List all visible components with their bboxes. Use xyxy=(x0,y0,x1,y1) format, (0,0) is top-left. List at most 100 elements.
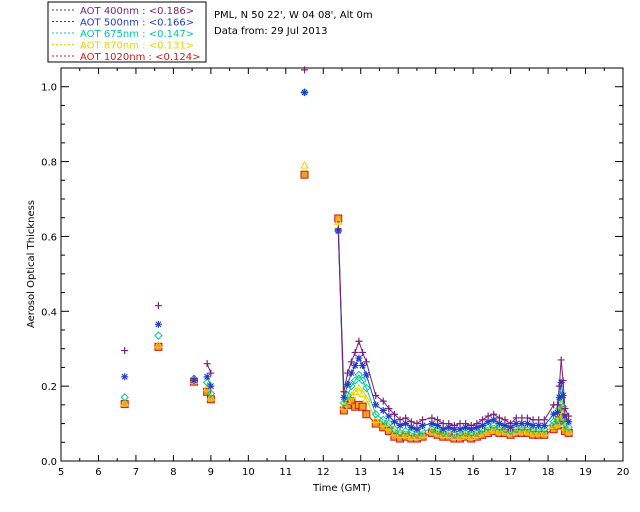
data-point xyxy=(439,425,447,433)
data-point xyxy=(333,216,343,225)
data-point xyxy=(154,320,162,328)
x-tick-label: 10 xyxy=(242,467,255,478)
data-point xyxy=(557,378,565,386)
data-point xyxy=(523,420,531,428)
y-tick-label: 0.4 xyxy=(41,307,57,318)
data-point xyxy=(444,428,453,438)
x-axis: 5 6 7 8 9 10 11 12 13 14 15 16 17 18 19 20 xyxy=(58,68,629,478)
series-line xyxy=(337,230,570,430)
data-point xyxy=(564,423,573,432)
y-axis-title: Aerosol Optical Thickness xyxy=(26,200,37,328)
data-point xyxy=(540,421,548,429)
data-point xyxy=(334,225,342,233)
data-point xyxy=(300,170,309,179)
data-point xyxy=(434,416,442,424)
data-point xyxy=(455,432,465,440)
data-point xyxy=(384,419,394,428)
data-point xyxy=(523,426,532,435)
data-point xyxy=(385,412,393,420)
data-point xyxy=(390,410,398,418)
data-point xyxy=(300,88,309,97)
data-point xyxy=(462,423,470,431)
legend-entry: AOT 500nm : <0.166> xyxy=(80,18,194,29)
data-point xyxy=(540,416,548,424)
data-point xyxy=(564,426,574,435)
data-point xyxy=(489,421,498,430)
data-point xyxy=(561,405,569,413)
data-point xyxy=(561,412,569,420)
data-point xyxy=(343,396,352,405)
data-point xyxy=(351,348,359,356)
data-point xyxy=(501,416,509,424)
data-point xyxy=(433,426,442,436)
data-point xyxy=(490,410,498,418)
data-point xyxy=(385,405,393,413)
data-point xyxy=(202,378,212,387)
data-point xyxy=(418,426,427,436)
data-point xyxy=(507,423,515,431)
data-point xyxy=(473,423,481,431)
data-point xyxy=(467,421,475,429)
data-point xyxy=(354,370,364,380)
data-point xyxy=(565,412,573,420)
data-point xyxy=(419,421,427,429)
y-tick-label: 0.6 xyxy=(41,232,57,243)
data-point xyxy=(371,410,380,419)
x-tick-label: 9 xyxy=(208,467,214,478)
legend: AOT 400nm : <0.186>AOT 500nm : <0.166>AO… xyxy=(47,1,207,63)
data-point xyxy=(489,424,499,433)
legend-entry: AOT 400nm : <0.186> xyxy=(80,6,194,17)
data-point xyxy=(347,358,355,366)
data-point xyxy=(529,421,537,429)
x-axis-title: Time (GMT) xyxy=(312,483,371,494)
y-axis: 0.0 0.2 0.4 0.6 0.8 1.0 xyxy=(41,67,623,468)
data-point xyxy=(362,371,370,379)
data-point xyxy=(413,420,421,428)
data-point xyxy=(121,347,129,355)
data-point xyxy=(362,358,370,366)
data-point xyxy=(418,430,427,439)
series-markers-1 xyxy=(121,88,573,433)
data-point xyxy=(512,420,520,428)
data-point xyxy=(517,426,527,435)
data-point xyxy=(407,423,415,431)
data-point xyxy=(413,425,421,433)
series-2 xyxy=(206,230,570,436)
data-point xyxy=(379,397,387,405)
data-point xyxy=(456,425,464,433)
data-point xyxy=(355,354,363,362)
data-point xyxy=(379,406,387,414)
data-point xyxy=(478,428,487,437)
data-point xyxy=(550,410,558,418)
data-point xyxy=(445,420,453,428)
data-point xyxy=(206,392,216,401)
data-point xyxy=(402,420,410,428)
data-point xyxy=(407,428,416,438)
data-point xyxy=(557,356,565,364)
data-point xyxy=(535,421,543,429)
x-tick-label: 13 xyxy=(354,467,367,478)
data-point xyxy=(484,412,492,420)
x-tick-label: 7 xyxy=(133,467,139,478)
x-tick-label: 19 xyxy=(579,467,592,478)
data-point xyxy=(362,410,371,419)
data-point xyxy=(350,376,360,385)
data-point xyxy=(390,424,399,434)
data-point xyxy=(461,428,470,438)
series-line xyxy=(206,363,212,374)
data-point xyxy=(518,420,526,428)
data-point xyxy=(406,432,416,440)
data-point xyxy=(340,393,348,401)
data-point xyxy=(549,417,558,426)
x-tick-label: 6 xyxy=(95,467,101,478)
data-point xyxy=(549,420,559,429)
data-point xyxy=(559,377,567,385)
data-point xyxy=(301,66,309,74)
data-point xyxy=(121,373,129,381)
data-point xyxy=(473,420,481,428)
series-3 xyxy=(206,221,570,438)
x-tick-label: 18 xyxy=(542,467,555,478)
data-point xyxy=(190,375,198,383)
data-point xyxy=(523,414,531,422)
data-point xyxy=(560,422,570,431)
